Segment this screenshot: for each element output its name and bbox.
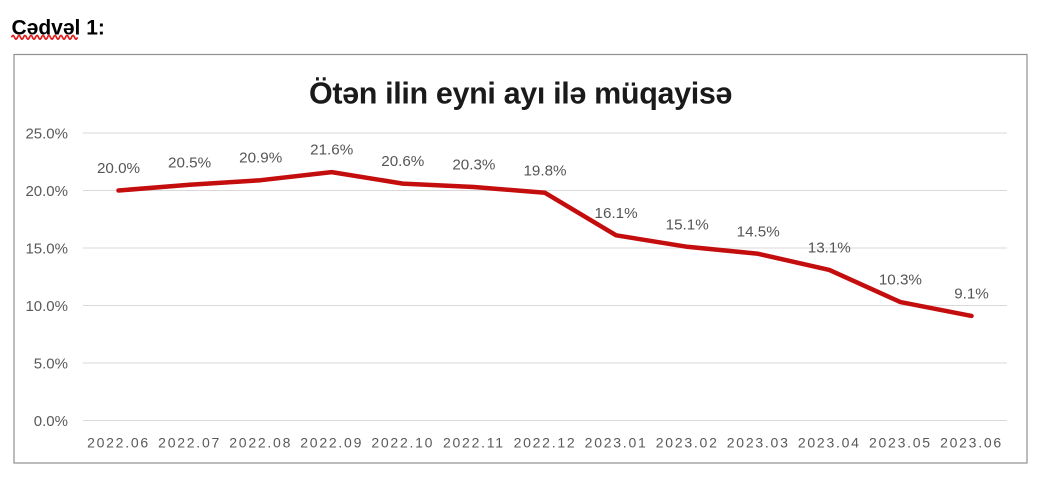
svg-text:25.0%: 25.0% [25,125,68,142]
svg-text:13.1%: 13.1% [808,239,851,256]
svg-text:15.1%: 15.1% [666,216,709,233]
svg-text:10.0%: 10.0% [25,298,68,315]
svg-text:2023.04: 2023.04 [798,435,861,451]
svg-text:9.1%: 9.1% [954,285,989,302]
svg-text:14.5%: 14.5% [737,223,780,240]
svg-text:0.0%: 0.0% [34,413,68,430]
svg-text:21.6%: 21.6% [310,142,353,159]
svg-text:15.0%: 15.0% [25,240,68,257]
svg-text:2023.05: 2023.05 [869,435,932,451]
svg-text:20.0%: 20.0% [97,160,140,177]
svg-text:2022.11: 2022.11 [443,435,505,451]
svg-text:2022.09: 2022.09 [300,435,363,451]
svg-text:10.3%: 10.3% [879,272,922,289]
svg-text:2023.03: 2023.03 [727,435,790,451]
svg-text:2023.06: 2023.06 [940,435,1003,451]
svg-text:19.8%: 19.8% [523,162,566,179]
svg-text:Cədvəl 1:: Cədvəl 1: [12,17,105,40]
svg-text:20.6%: 20.6% [381,153,424,170]
svg-text:2023.02: 2023.02 [656,435,719,451]
svg-text:20.3%: 20.3% [452,157,495,174]
svg-text:20.9%: 20.9% [239,150,282,167]
svg-text:2023.01: 2023.01 [585,435,648,451]
svg-text:2022.06: 2022.06 [87,435,150,451]
svg-text:20.0%: 20.0% [25,183,68,200]
svg-text:20.5%: 20.5% [168,154,211,171]
svg-text:2022.07: 2022.07 [158,435,221,451]
svg-text:16.1%: 16.1% [595,205,638,222]
svg-text:5.0%: 5.0% [34,355,68,372]
svg-text:2022.08: 2022.08 [229,435,292,451]
svg-text:Ötən ilin eyni ayı ilə müqayis: Ötən ilin eyni ayı ilə müqayisə [309,76,732,111]
svg-text:2022.10: 2022.10 [371,435,434,451]
svg-text:2022.12: 2022.12 [514,435,577,451]
